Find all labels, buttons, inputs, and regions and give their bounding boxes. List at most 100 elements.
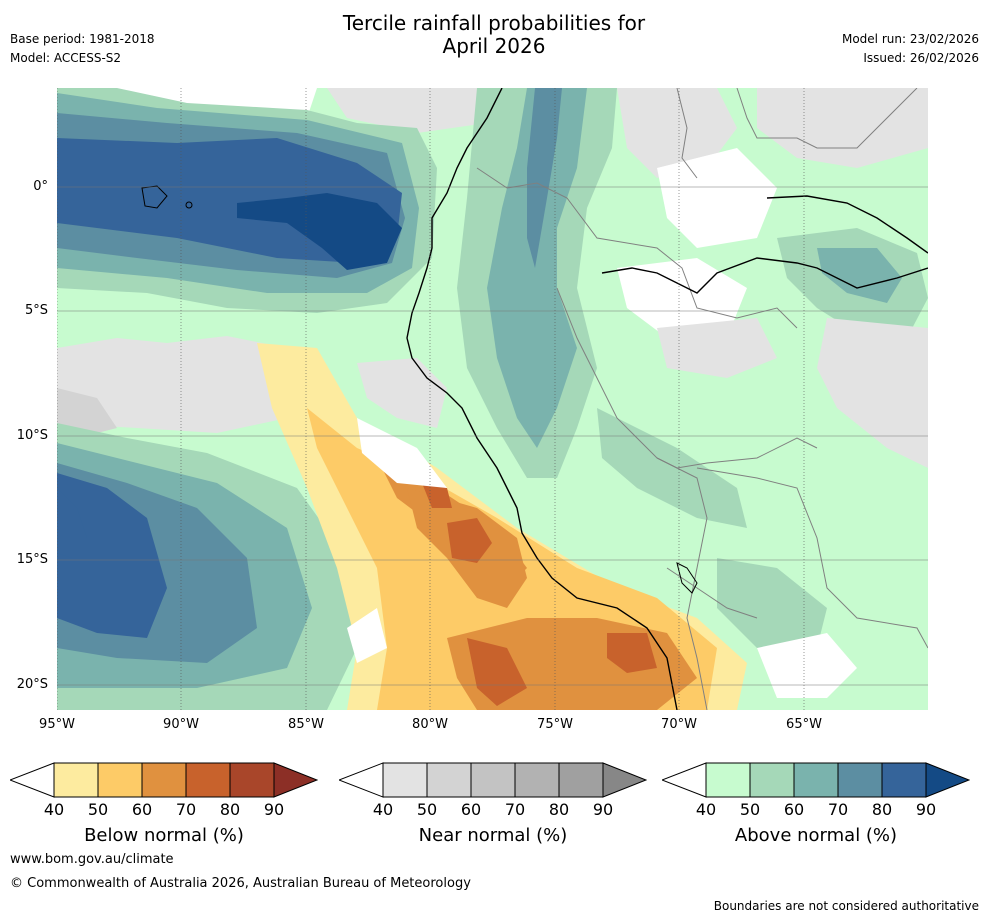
above-normal-50-area — [717, 558, 827, 648]
colorbar-above-segment — [705, 762, 751, 798]
title-line-1: Tercile rainfall probabilities for — [342, 11, 646, 35]
near-neutral-area — [617, 258, 747, 338]
near-neutral-area — [357, 418, 447, 488]
colorbar-below-normal — [10, 762, 318, 798]
colorbar-above-tick: 50 — [739, 800, 761, 819]
colorbar-near-segment — [514, 762, 560, 798]
near-normal-area — [57, 388, 117, 438]
colorbar-near-tick: 40 — [372, 800, 394, 819]
lon-label-80w: 80°W — [412, 717, 448, 732]
probability-map — [57, 88, 928, 710]
colorbar-near-segment — [558, 762, 604, 798]
near-normal-area — [57, 336, 307, 433]
map-title: Tercile rainfall probabilities for April… — [0, 12, 988, 58]
above-normal-80-area — [57, 488, 87, 558]
colorbar-below-tick: 90 — [263, 800, 285, 819]
colorbar-below-tick: 50 — [87, 800, 109, 819]
near-neutral-area — [657, 148, 777, 248]
colorbar-above-tick: 40 — [695, 800, 717, 819]
lon-label-85w: 85°W — [288, 717, 324, 732]
colorbar-near-max-arrow — [602, 762, 647, 798]
lat-label-20s: 20°S — [16, 677, 48, 692]
colorbar-below-segment — [97, 762, 143, 798]
coastline — [406, 88, 678, 710]
latitude-gridlines — [57, 186, 928, 686]
colorbar-near-segment — [426, 762, 472, 798]
country-border — [476, 167, 798, 329]
colorbar-below-max-arrow — [273, 762, 318, 798]
lat-label-0: 0° — [33, 179, 48, 194]
colorbar-above-min-arrow — [662, 762, 707, 798]
above-normal-50-area — [597, 408, 747, 528]
below-normal-80-area — [447, 518, 492, 563]
model-label: Model: ACCESS-S2 — [10, 51, 122, 65]
lon-label-95w: 95°W — [39, 717, 75, 732]
colorbar-below-segment — [185, 762, 231, 798]
lon-label-70w: 70°W — [661, 717, 697, 732]
lat-label-5s: 5°S — [24, 303, 48, 318]
near-normal-area — [817, 318, 928, 468]
colorbar-below-min-arrow — [10, 762, 55, 798]
title-line-2: April 2026 — [442, 34, 546, 58]
colorbar-above-tick: 90 — [915, 800, 937, 819]
above-normal-60-area — [487, 88, 587, 448]
near-normal-area — [327, 88, 497, 133]
river — [766, 195, 928, 254]
near-normal-area — [657, 318, 777, 378]
colorbar-below-segment — [229, 762, 275, 798]
colorbar-near-segment — [382, 762, 428, 798]
near-normal-area — [757, 88, 928, 168]
issued-label: Issued: 26/02/2026 — [863, 51, 979, 65]
disclaimer-text: Boundaries are not considered authoritat… — [713, 899, 979, 913]
colorbar-above-segment — [793, 762, 839, 798]
galapagos-islands — [185, 201, 193, 209]
lon-label-65w: 65°W — [786, 717, 822, 732]
colorbar-near-tick: 80 — [548, 800, 570, 819]
colorbar-above-segment — [881, 762, 927, 798]
galapagos-islands — [141, 185, 168, 209]
lon-label-75w: 75°W — [537, 717, 573, 732]
above-normal-70-area — [527, 88, 562, 268]
country-border — [696, 467, 928, 649]
below-normal-80-area — [607, 633, 657, 673]
lat-label-10s: 10°S — [16, 428, 48, 443]
colorbar-below-segment — [53, 762, 99, 798]
colorbar-near-tick: 50 — [416, 800, 438, 819]
colorbar-below-tick: 60 — [131, 800, 153, 819]
country-border — [656, 457, 708, 710]
below-normal-80-area — [467, 638, 527, 706]
amazon-river — [601, 257, 928, 294]
below-normal-80-area — [422, 483, 452, 508]
colorbar-above-segment — [837, 762, 883, 798]
colorbar-near-normal — [339, 762, 647, 798]
colorbar-near-title: Near normal (%) — [418, 825, 568, 846]
above-normal-60-area — [817, 248, 902, 303]
country-border — [666, 567, 758, 619]
near-neutral-area — [757, 633, 857, 698]
colorbar-near-tick: 60 — [460, 800, 482, 819]
model-run-label: Model run: 23/02/2026 — [841, 32, 979, 46]
website-link[interactable]: www.bom.gov.au/climate — [10, 852, 174, 867]
above-normal-90-area — [237, 193, 402, 270]
colorbar-above-segment — [749, 762, 795, 798]
country-border — [676, 88, 698, 179]
base-period-label: Base period: 1981-2018 — [10, 32, 155, 46]
colorbar-near-min-arrow — [339, 762, 384, 798]
colorbar-above-tick: 70 — [827, 800, 849, 819]
colorbar-above-tick: 60 — [783, 800, 805, 819]
lat-label-15s: 15°S — [16, 552, 48, 567]
colorbar-above-tick: 80 — [871, 800, 893, 819]
above-normal-80-area — [57, 473, 167, 638]
colorbar-below-tick: 80 — [219, 800, 241, 819]
lon-label-90w: 90°W — [163, 717, 199, 732]
colorbar-below-segment — [141, 762, 187, 798]
lake-titicaca — [676, 562, 698, 594]
colorbar-near-tick: 70 — [504, 800, 526, 819]
colorbar-above-max-arrow — [925, 762, 970, 798]
colorbar-above-title: Above normal (%) — [734, 825, 898, 846]
near-neutral-area — [347, 608, 387, 663]
copyright-text: © Commonwealth of Australia 2026, Austra… — [10, 876, 471, 891]
colorbar-near-segment — [470, 762, 516, 798]
country-border — [736, 88, 918, 149]
colorbar-below-title: Below normal (%) — [84, 825, 244, 846]
